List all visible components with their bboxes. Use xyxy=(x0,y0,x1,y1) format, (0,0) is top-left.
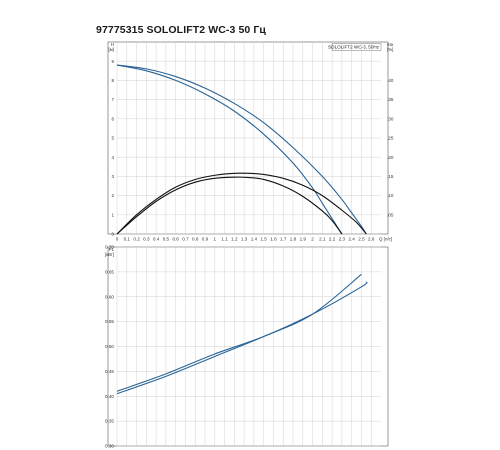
top-x-tick-label: 2.5 xyxy=(358,237,365,242)
top-x-tick-label: 0.6 xyxy=(172,237,179,242)
legend-box xyxy=(331,43,382,51)
top-x-tick-label: 1.7 xyxy=(280,237,287,242)
top-x-tick-label: 0.3 xyxy=(143,237,150,242)
legend-label: SOLOLIFT2 WC-3, 50Hz xyxy=(328,45,380,50)
top-y2-tick-label: .15 xyxy=(387,174,394,179)
bottom-y-tick-label: 0.40 xyxy=(105,394,114,399)
top-x-tick-label: 1 xyxy=(213,237,216,242)
top-x-tick-label: 0.5 xyxy=(163,237,170,242)
top-x-tick-label: 0.9 xyxy=(202,237,209,242)
top-x-tick-label: 0.4 xyxy=(153,237,160,242)
top-x-tick-label: 1.5 xyxy=(260,237,267,242)
top-x-tick-label: 1.8 xyxy=(290,237,297,242)
top-y-unit-label: [м] xyxy=(109,47,114,52)
top-x-tick-label: 2.4 xyxy=(348,237,355,242)
top-y-tick-label: 4 xyxy=(111,155,114,160)
label-layer: 0 0.1 0.2 0.3 0.4 0.5 0.6 0.7 0.8 0.9 1 1.1 1.2 1.3 1.… xyxy=(105,42,394,449)
head-curve-1 xyxy=(116,64,343,235)
top-y-tick-label: 6 xyxy=(111,116,114,121)
top-x-tick-label: 2.2 xyxy=(329,237,336,242)
top-y2-tick-label: .30 xyxy=(387,116,394,121)
top-x-tick-label: 1.6 xyxy=(270,237,277,242)
top-y-tick-label: 0 xyxy=(111,232,114,237)
bottom-y-tick-label: 0.45 xyxy=(105,369,114,374)
chart-title: 97775315 SOLOLIFT2 WC-3 50 Гц xyxy=(96,24,266,36)
top-x-tick-label: 0.7 xyxy=(182,237,189,242)
top-x-tick-label: 1.3 xyxy=(241,237,248,242)
top-x-tick-label: 2.3 xyxy=(339,237,346,242)
top-x-tick-label: 1.2 xyxy=(231,237,238,242)
bottom-y-unit-label: P1 xyxy=(109,247,115,252)
top-y-tick-label: 3 xyxy=(111,174,114,179)
bottom-y-tick-label: 0.65 xyxy=(105,269,114,274)
power-curve-2 xyxy=(116,281,368,392)
bottom-y-tick-label: 0.70 xyxy=(105,245,114,250)
top-y-tick-label: 7 xyxy=(111,97,114,102)
top-x-tick-label: 2.6 xyxy=(368,237,375,242)
top-x-tick-label: 1.1 xyxy=(221,237,228,242)
top-y-tick-label: 2 xyxy=(111,193,114,198)
power-curve-1 xyxy=(116,273,362,395)
top-y2-unit-label: [%] xyxy=(387,47,393,52)
top-x-unit-label: Q [л/с] xyxy=(379,237,392,242)
bottom-y-unit-label: [кВт] xyxy=(105,252,114,257)
top-y-tick-label: 1 xyxy=(111,212,114,217)
head-curve-2 xyxy=(116,64,367,235)
top-y-tick-label: 5 xyxy=(111,136,114,141)
top-y2-tick-label: .40 xyxy=(387,78,394,83)
grid-layer xyxy=(116,42,382,447)
top-x-tick-label: 0.8 xyxy=(192,237,199,242)
top-y-tick-label: 9 xyxy=(111,59,114,64)
efficiency-curve-3 xyxy=(116,176,343,235)
top-y2-tick-label: .25 xyxy=(387,136,394,141)
top-x-tick-label: 0.1 xyxy=(124,237,131,242)
top-y2-tick-label: .35 xyxy=(387,97,394,102)
top-x-tick-label: 2.1 xyxy=(319,237,326,242)
bottom-y-tick-label: 0.35 xyxy=(105,419,114,424)
top-x-tick-label: 1.4 xyxy=(251,237,258,242)
top-x-tick-label: 1.9 xyxy=(300,237,307,242)
top-x-tick-label: 0 xyxy=(116,237,119,242)
bottom-y-tick-label: 0.50 xyxy=(105,344,114,349)
efficiency-curve-4 xyxy=(116,172,367,235)
top-y2-tick-label: .10 xyxy=(387,193,394,198)
top-y2-tick-label: .05 xyxy=(387,212,394,217)
curve-layer xyxy=(116,64,368,395)
top-x-tick-label: 0.2 xyxy=(133,237,140,242)
top-y-unit-label: H xyxy=(111,42,114,47)
bottom-y-tick-label: 0.55 xyxy=(105,319,114,324)
top-y2-unit-label: eta xyxy=(387,42,394,47)
top-y2-tick-label: .20 xyxy=(387,155,394,160)
top-y-tick-label: 8 xyxy=(111,78,114,83)
bottom-y-tick-label: 0.60 xyxy=(105,294,114,299)
bottom-y-tick-label: 0.30 xyxy=(105,444,114,449)
top-x-tick-label: 2 xyxy=(311,237,314,242)
